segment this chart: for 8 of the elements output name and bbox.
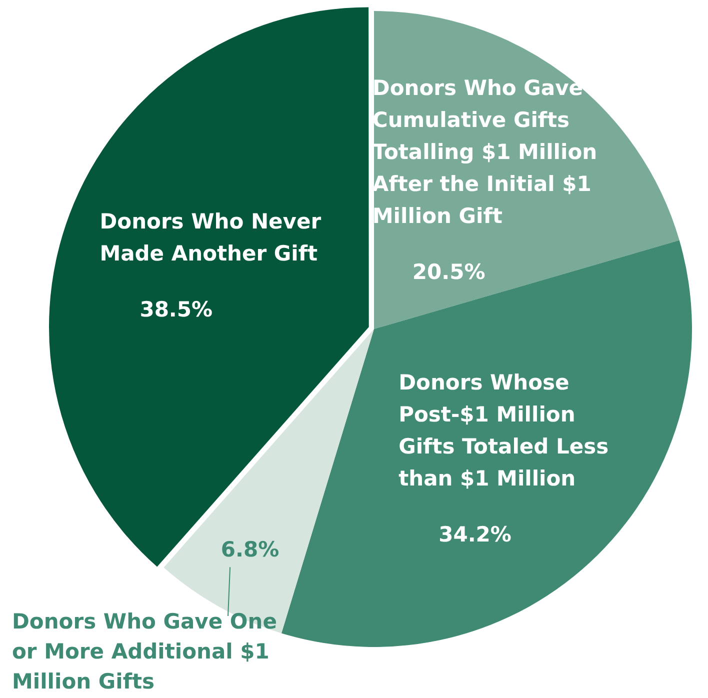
data-label: 38.5% [140,298,213,322]
slice-label: Donors Who Gave Cumulative Gifts Totalling $1 Million After the Initial $1 Million Gift [372,76,598,228]
data-label: 20.5% [412,260,486,284]
data-label: 6.8% [220,538,280,562]
data-label: 34.2% [438,522,512,547]
slice-label: Donors Who Gave One or More Additional $1 Million Gifts [12,609,277,694]
slice-label: Donors Whose Post-$1 Million Gifts Totaled Less than $1 Million [398,370,609,491]
slice-label: Donors Who Never Made Another Gift [100,210,322,266]
